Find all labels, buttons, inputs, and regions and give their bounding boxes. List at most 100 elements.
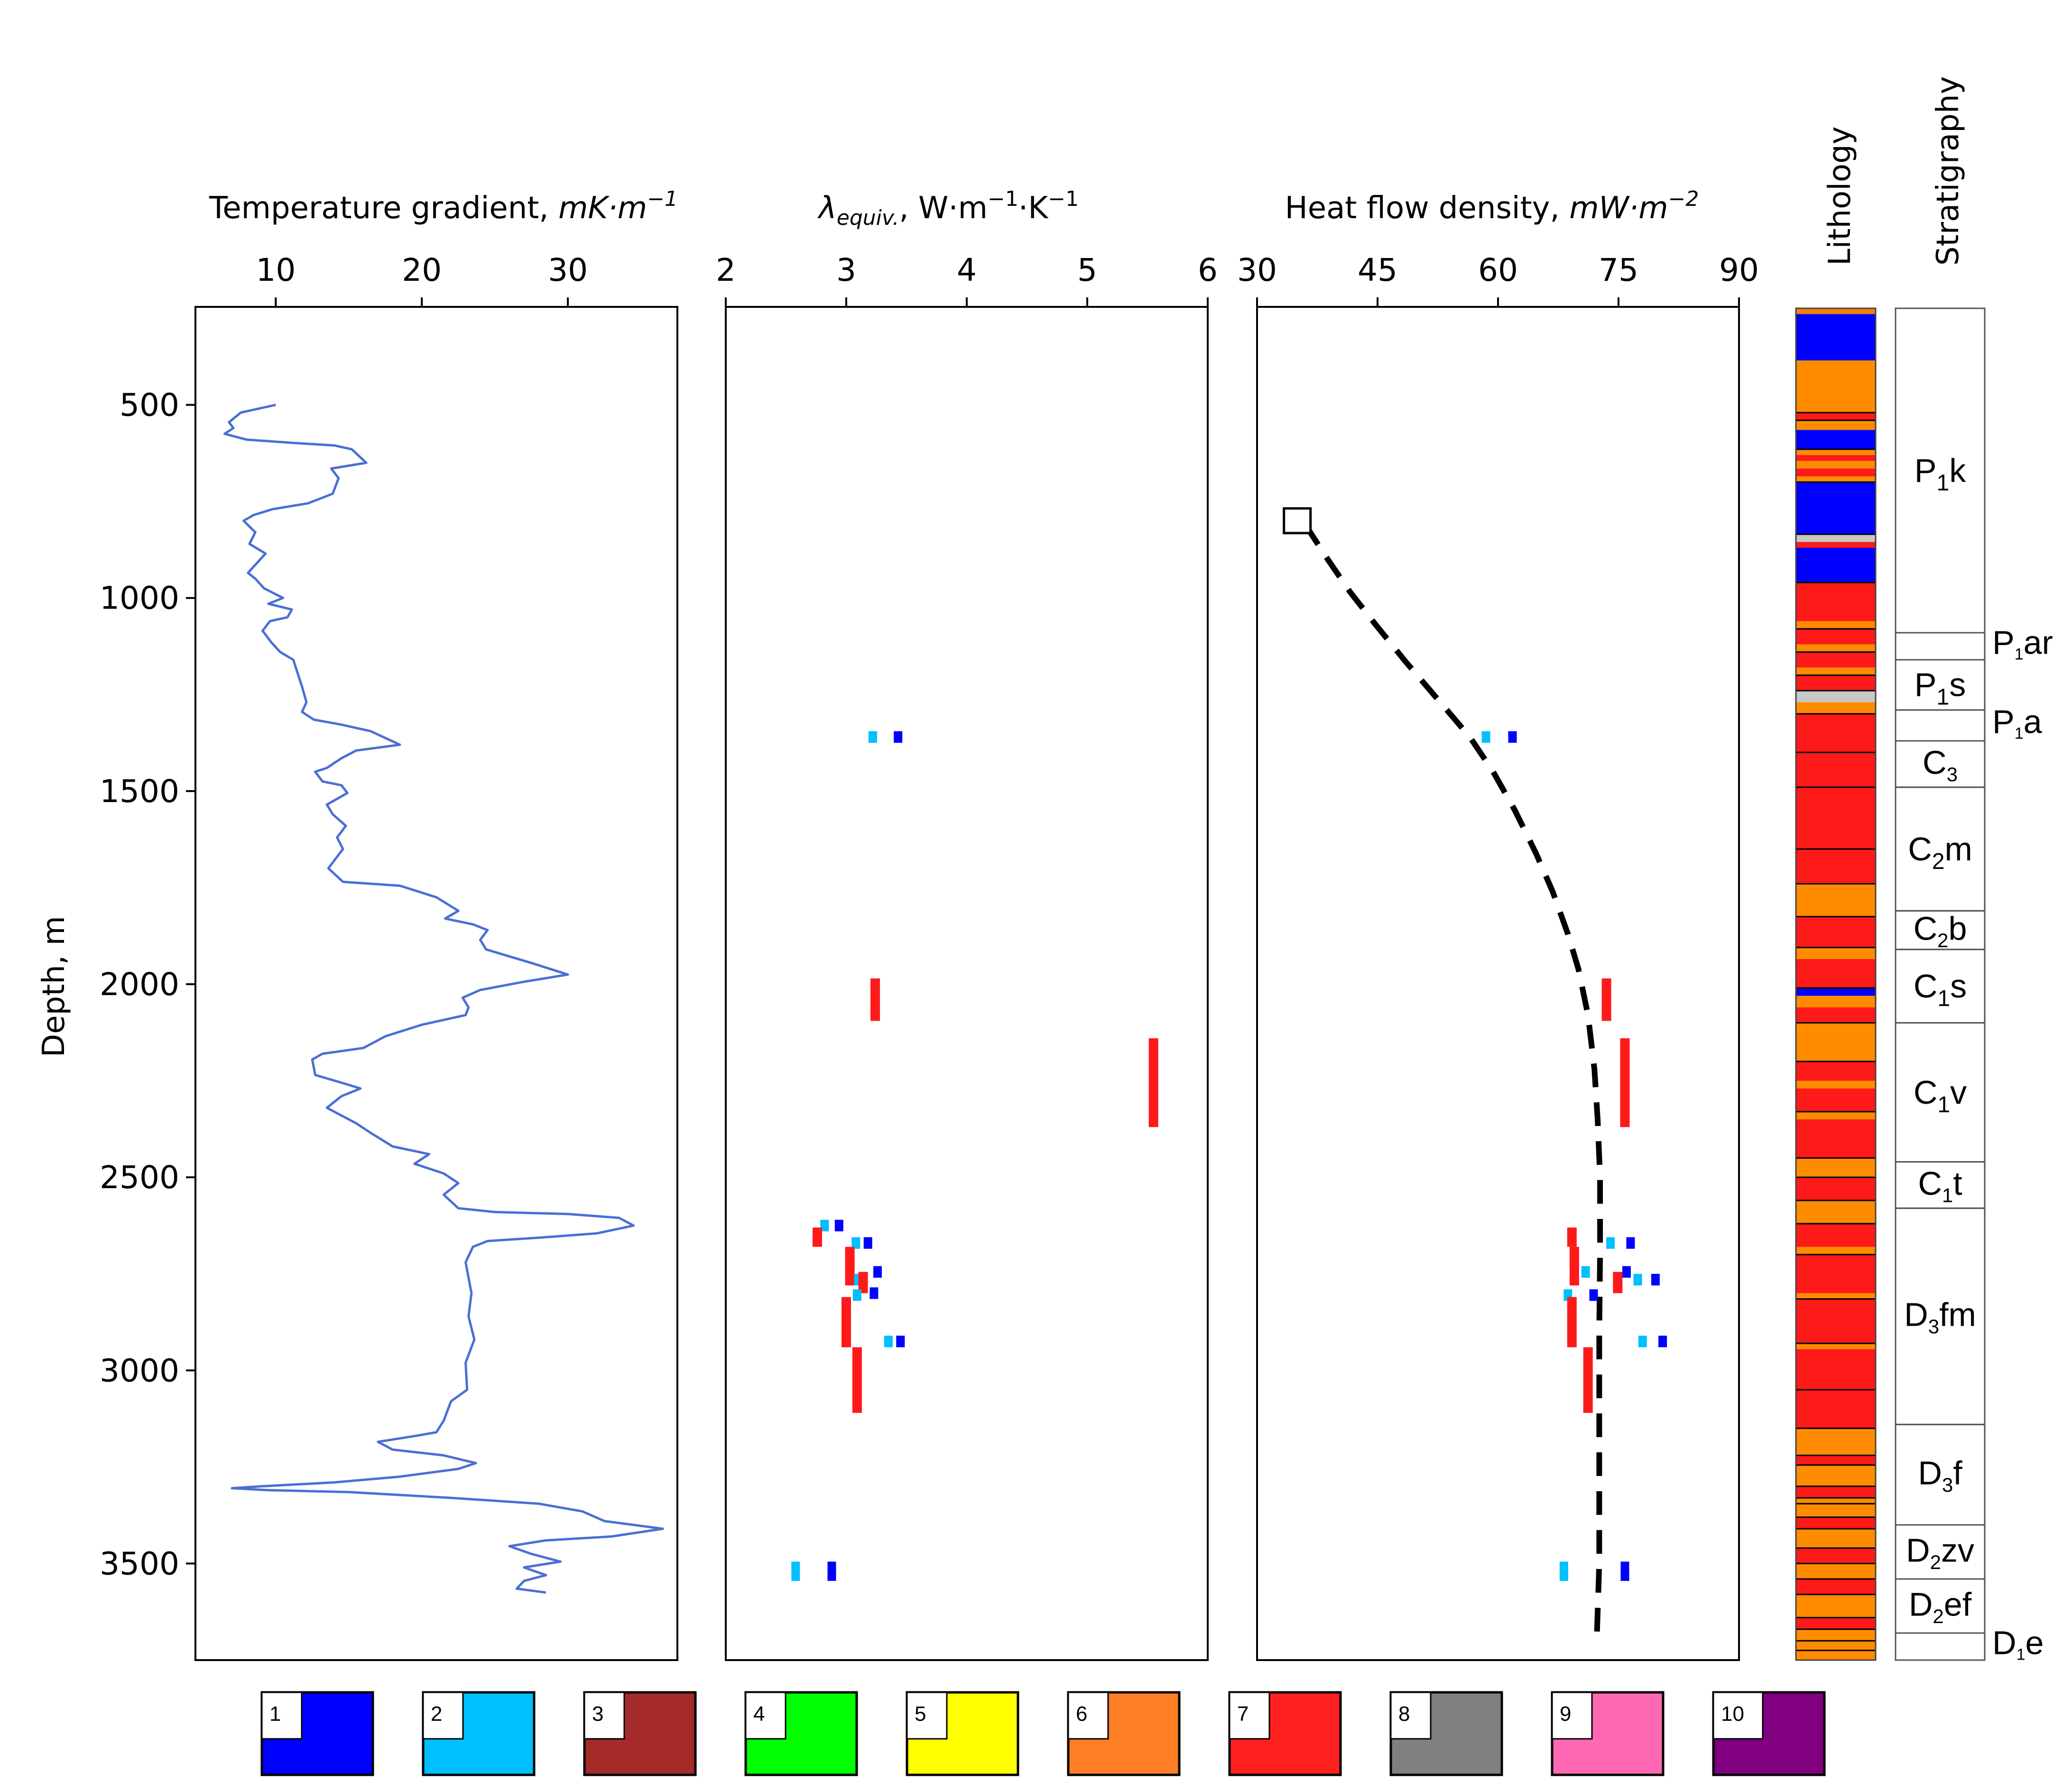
- stratigraphy-column: Stratigraphy P1k P1ar P1s P1a C3 C2m C2b C1s C1v…: [1895, 76, 2053, 1663]
- legend-number-box: [1712, 1691, 1764, 1740]
- stratigraphy-unit: [1895, 1632, 1986, 1661]
- stratigraphy-unit-label: P1k: [1915, 452, 1966, 496]
- lithology-layer: [1796, 1629, 1876, 1661]
- stratigraphy-unit-label: C2b: [1914, 910, 1967, 952]
- data-interval-bar: [1626, 1237, 1635, 1249]
- legend-item-4: 4: [744, 1691, 858, 1776]
- lithology-column: Lithology: [1795, 126, 1877, 1661]
- data-interval-bar: [884, 1336, 893, 1348]
- data-interval-bar: [896, 1336, 905, 1348]
- lithology-layer: [1796, 1563, 1876, 1579]
- stratigraphy-unit: [1895, 632, 1986, 661]
- lithology-layer: [1796, 1517, 1876, 1529]
- legend-number-box: [583, 1691, 625, 1740]
- x-tick-label: 2: [716, 252, 736, 288]
- lithology-layer: [1796, 1088, 1876, 1112]
- thermal-conductivity-marks: [791, 731, 1158, 1581]
- data-interval-bar: [1589, 1289, 1598, 1301]
- data-interval-bar: [1559, 1561, 1568, 1581]
- y-tick-label: 1000: [100, 580, 179, 617]
- data-interval-bar: [1613, 1272, 1623, 1293]
- thermal-conductivity-ticks: 2 3 4 5 6: [716, 252, 1218, 307]
- lithology-layer: [1796, 1486, 1876, 1498]
- lithology-layer: [1796, 675, 1876, 691]
- lithology-layer: [1796, 1617, 1876, 1630]
- lithology-layer: [1796, 667, 1876, 676]
- heat-flow-trend-line: [1303, 523, 1603, 1637]
- data-interval-bar: [868, 731, 877, 743]
- lithology-layer: [1796, 449, 1876, 455]
- lithology-layer: [1796, 702, 1876, 714]
- temperature-gradient-axis-title: Temperature gradient, mK·m−1: [209, 187, 678, 226]
- x-tick-label: 4: [957, 252, 977, 288]
- legend-number: 8: [1398, 1702, 1410, 1726]
- legend-number: 6: [1076, 1702, 1087, 1726]
- lithology-layer: [1796, 1428, 1876, 1456]
- data-interval-bar: [1567, 1297, 1577, 1348]
- thermal-conductivity-panel: λequiv., W·m−1·K−1 2 3 4 5 6: [716, 187, 1218, 1661]
- lithology-layer: [1796, 1246, 1876, 1255]
- data-interval-bar: [851, 1237, 860, 1249]
- y-tick-label: 2500: [100, 1159, 179, 1196]
- lithology-layer: [1796, 884, 1876, 917]
- lithology-layer: [1796, 1255, 1876, 1293]
- lithology-layer: [1796, 1080, 1876, 1089]
- legend-number-box: [1067, 1691, 1109, 1740]
- stratigraphy-unit-label: C1s: [1914, 968, 1967, 1011]
- legend-number: 5: [915, 1702, 926, 1726]
- stratigraphy-unit-label: D3f: [1918, 1455, 1962, 1496]
- lithology-legend: 1 2 3 4 5 6 7 8 9 10: [260, 1691, 1826, 1776]
- lithology-layer: [1796, 1529, 1876, 1549]
- lithology-layer: [1796, 412, 1876, 421]
- heat-flow-panel: Heat flow density, mW·m−2 30 45 60 75 90: [1237, 187, 1759, 1661]
- lithology-layers: [1796, 308, 1876, 1661]
- data-interval-bar: [845, 1246, 855, 1286]
- data-interval-bar: [1148, 1038, 1158, 1127]
- lithology-layer: [1796, 959, 1876, 988]
- stratigraphy-title: Stratigraphy: [1931, 76, 1966, 266]
- lithology-layer: [1796, 1349, 1876, 1429]
- x-tick-label: 45: [1358, 252, 1397, 288]
- lithology-layer: [1796, 476, 1876, 482]
- stratigraphy-unit-label: C3: [1923, 744, 1958, 785]
- x-tick-label: 20: [402, 252, 442, 288]
- data-interval-bar: [1633, 1274, 1642, 1286]
- data-interval-bar: [1606, 1237, 1615, 1249]
- x-tick-label: 30: [548, 252, 588, 288]
- x-tick-label: 6: [1198, 252, 1218, 288]
- data-interval-bar: [870, 978, 880, 1021]
- legend-number-box: [422, 1691, 464, 1740]
- lithology-layer: [1796, 542, 1876, 548]
- data-interval-bar: [1651, 1274, 1660, 1286]
- stratigraphy-unit: [1895, 709, 1986, 742]
- lithology-layer: [1796, 308, 1876, 314]
- legend-number: 1: [269, 1702, 281, 1726]
- legend-number-box: [1390, 1691, 1432, 1740]
- lithology-layer: [1796, 1200, 1876, 1224]
- data-interval-bar: [1638, 1336, 1647, 1348]
- data-interval-bar: [1567, 1228, 1577, 1247]
- legend-number-box: [1551, 1691, 1593, 1740]
- legend-number-box: [745, 1691, 786, 1740]
- lithology-layer: [1796, 1498, 1876, 1518]
- temperature-gradient-line: [223, 404, 664, 1594]
- stratigraphy-unit-label: D3fm: [1904, 1296, 1976, 1338]
- heat-flow-trend-start-marker: [1283, 507, 1312, 535]
- legend-item-9: 9: [1551, 1691, 1665, 1776]
- y-tick-label: 2000: [100, 966, 179, 1003]
- legend-number: 2: [431, 1702, 442, 1726]
- lithology-layer: [1796, 1111, 1876, 1120]
- lithology-boundaries: [1796, 412, 1876, 1652]
- data-interval-bar: [813, 1228, 822, 1247]
- legend-number: 3: [592, 1702, 603, 1726]
- lithology-layer: [1796, 1594, 1876, 1618]
- stratigraphy-unit-label: P1a: [1992, 703, 2042, 742]
- lithology-layer: [1796, 1293, 1876, 1300]
- heat-flow-plot-frame: [1256, 306, 1740, 1661]
- lithology-layer: [1796, 1548, 1876, 1564]
- data-interval-bar: [858, 1272, 868, 1293]
- data-interval-bar: [820, 1219, 829, 1232]
- legend-number-box: [906, 1691, 948, 1740]
- stratigraphy-unit-label: D2zv: [1906, 1532, 1974, 1574]
- lithology-layer: [1796, 1223, 1876, 1247]
